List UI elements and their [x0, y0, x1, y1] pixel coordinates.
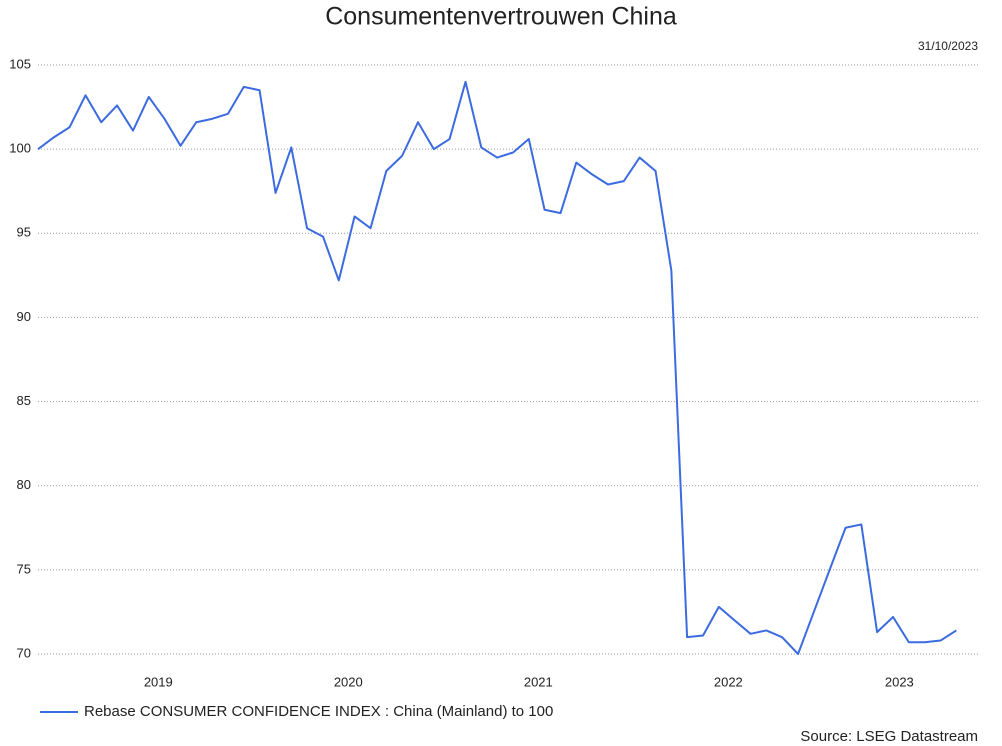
source-label: Source: LSEG Datastream — [800, 728, 978, 745]
x-tick-label: 2019 — [144, 674, 173, 689]
chart-title: Consumentenvertrouwen China — [325, 3, 677, 31]
y-tick-label: 95 — [17, 225, 31, 240]
y-tick-label: 90 — [17, 309, 31, 324]
x-tick-label: 2020 — [334, 674, 363, 689]
data-line — [37, 80, 957, 655]
y-tick-label: 70 — [17, 645, 31, 660]
y-tick-label: 85 — [17, 393, 31, 408]
y-tick-label: 105 — [9, 56, 31, 71]
x-tick-label: 2023 — [885, 674, 914, 689]
x-tick-label: 2022 — [714, 674, 743, 689]
x-tick-label: 2021 — [524, 674, 553, 689]
legend-label: Rebase CONSUMER CONFIDENCE INDEX : China… — [84, 703, 553, 720]
date-label: 31/10/2023 — [918, 39, 978, 53]
y-tick-label: 75 — [17, 561, 31, 576]
y-tick-label: 80 — [17, 477, 31, 492]
y-tick-label: 100 — [9, 141, 31, 156]
